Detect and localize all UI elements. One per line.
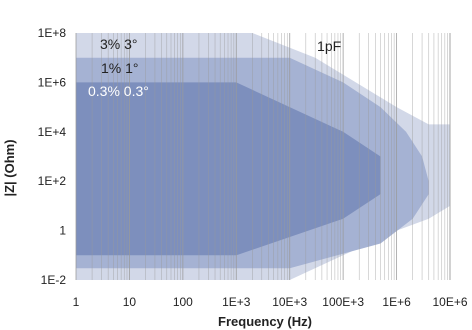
region-label-3: 0.3% 0.3° bbox=[88, 83, 149, 99]
y-tick-label: 1E+4 bbox=[38, 125, 67, 139]
y-axis-title: |Z| (Ohm) bbox=[2, 139, 17, 196]
x-tick-label: 100 bbox=[173, 295, 193, 309]
region-label-1: 3% 3° bbox=[100, 36, 138, 52]
x-tick-label: 100E+3 bbox=[322, 295, 364, 309]
region-label-2: 1% 1° bbox=[101, 60, 139, 76]
y-tick-label: 1 bbox=[59, 224, 66, 238]
y-tick-label: 1E+6 bbox=[38, 75, 67, 89]
y-tick-label: 1E+8 bbox=[38, 26, 67, 40]
x-tick-label: 10 bbox=[123, 295, 137, 309]
x-axis-title: Frequency (Hz) bbox=[218, 314, 312, 329]
annotation-label: 1pF bbox=[317, 38, 341, 54]
x-tick-label: 1E+3 bbox=[222, 295, 251, 309]
y-tick-label: 1E-2 bbox=[41, 273, 67, 287]
x-tick-label: 1 bbox=[73, 295, 80, 309]
y-tick-label: 1E+2 bbox=[38, 174, 67, 188]
x-tick-label: 10E+3 bbox=[272, 295, 307, 309]
x-tick-label: 1E+6 bbox=[382, 295, 411, 309]
y-tick-labels: 1E+8 1E+6 1E+4 1E+2 1 1E-2 bbox=[38, 26, 67, 287]
x-tick-labels: 1 10 100 1E+3 10E+3 100E+3 1E+6 10E+6 bbox=[73, 295, 468, 309]
x-tick-label: 10E+6 bbox=[432, 295, 467, 309]
